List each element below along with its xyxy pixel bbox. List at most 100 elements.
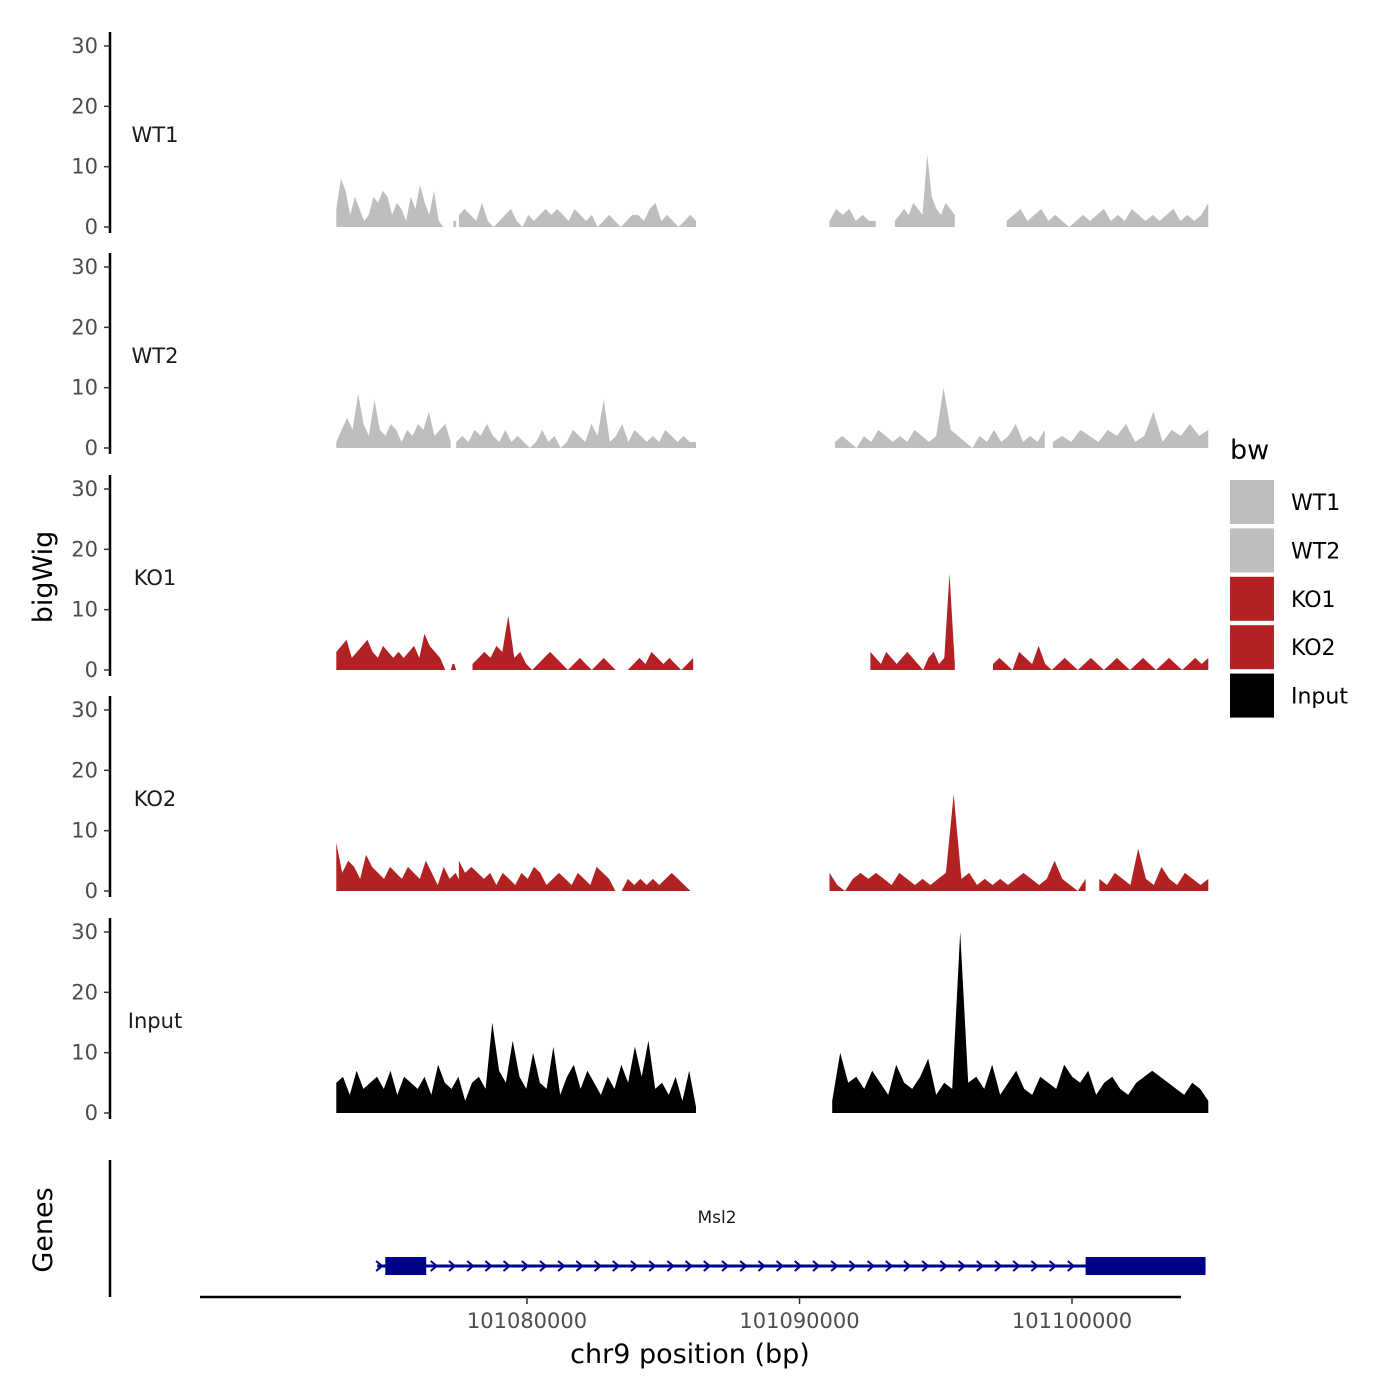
tracks-layer	[336, 154, 1209, 1113]
strand-arrow	[1067, 1260, 1076, 1272]
y-axis-title: bigWig	[28, 531, 59, 624]
strand-arrow	[976, 1260, 985, 1272]
strand-arrow	[430, 1260, 439, 1272]
y-tick-label: 10	[71, 598, 98, 622]
legend-label: KO1	[1291, 588, 1336, 613]
strand-arrow	[994, 1260, 1003, 1272]
y-tick-label: 10	[71, 155, 98, 179]
y-axes-layer: 0 10 20 30 WT1 0 10 20 30 WT2 0 10 20 30 KO1 0 10 20 30 KO2…	[71, 32, 182, 1125]
legend-key-Input	[1230, 673, 1274, 718]
coverage-area-WT1	[458, 202, 696, 227]
strand-arrow	[812, 1260, 821, 1272]
coverage-area-WT1	[453, 221, 457, 227]
coverage-area-Input	[832, 932, 1209, 1113]
legend: bw WT1 WT2 KO1 KO2 Input	[1230, 435, 1348, 718]
coverage-area-KO2	[1099, 848, 1209, 891]
y-tick-label: 20	[71, 980, 98, 1004]
coverage-area-WT1	[1006, 202, 1209, 227]
x-axis: 101080000 101090000 101100000	[200, 1295, 1181, 1333]
coverage-area-WT2	[1052, 411, 1209, 448]
coverage-area-KO2	[336, 842, 462, 891]
track-label: KO2	[134, 787, 177, 811]
strand-arrow	[921, 1260, 930, 1272]
x-tick-label: 101090000	[739, 1309, 859, 1333]
gene-exon	[385, 1257, 427, 1275]
x-axis-title: chr9 position (bp)	[570, 1339, 810, 1370]
strand-arrow	[739, 1260, 748, 1272]
strand-arrow	[684, 1260, 694, 1272]
coverage-area-KO1	[450, 664, 457, 670]
strand-arrow	[575, 1260, 584, 1272]
strand-arrow	[612, 1260, 621, 1272]
strand-arrow	[593, 1260, 603, 1272]
y-tick-label: 20	[71, 94, 98, 118]
y-tick-label: 0	[85, 1101, 98, 1125]
strand-arrow	[903, 1260, 912, 1272]
y-tick-label: 0	[85, 658, 98, 682]
gene-track: Msl2	[108, 1160, 1206, 1297]
strand-arrow	[375, 1260, 384, 1272]
coverage-area-KO1	[336, 633, 446, 670]
y-tick-label: 30	[71, 477, 98, 501]
track-label: WT2	[132, 344, 179, 368]
y-tick-label: 30	[71, 255, 98, 279]
track-label: WT1	[132, 123, 179, 147]
strand-arrow	[866, 1260, 876, 1272]
y-tick-label: 10	[71, 819, 98, 843]
legend-label: WT1	[1291, 491, 1340, 516]
coverage-area-WT1	[894, 154, 955, 227]
strand-arrow	[703, 1260, 712, 1272]
strand-arrow	[448, 1260, 457, 1272]
strand-arrow	[885, 1260, 894, 1272]
x-tick-label: 101100000	[1012, 1309, 1132, 1333]
strand-arrow	[539, 1260, 548, 1272]
track-label: KO1	[134, 566, 177, 590]
x-tick-label: 101080000	[467, 1309, 587, 1333]
coverage-area-WT2	[834, 387, 1045, 448]
legend-title: bw	[1230, 435, 1269, 466]
strand-arrow	[939, 1260, 948, 1272]
legend-label: KO2	[1291, 636, 1336, 661]
strand-arrow	[775, 1260, 785, 1272]
legend-label: WT2	[1291, 539, 1340, 564]
strand-arrow	[466, 1260, 475, 1272]
legend-key-KO2	[1230, 625, 1274, 670]
coverage-area-WT1	[829, 208, 876, 227]
strand-arrow	[848, 1260, 857, 1272]
y-tick-label: 30	[71, 34, 98, 58]
strand-arrow	[1012, 1260, 1021, 1272]
strand-arrow	[630, 1260, 639, 1272]
strand-arrow	[957, 1260, 967, 1272]
strand-arrow	[666, 1260, 675, 1272]
legend-label: Input	[1291, 685, 1348, 710]
genes-axis-title: Genes	[28, 1187, 59, 1272]
y-tick-label: 30	[71, 698, 98, 722]
coverage-area-WT2	[336, 393, 451, 448]
strand-arrow	[830, 1260, 839, 1272]
y-tick-label: 0	[85, 215, 98, 239]
coverage-area-KO2	[458, 860, 691, 891]
strand-arrow	[1030, 1260, 1039, 1272]
y-tick-label: 10	[71, 1041, 98, 1065]
gene-label: Msl2	[697, 1208, 736, 1228]
legend-key-WT2	[1230, 528, 1274, 573]
strand-arrow	[521, 1260, 530, 1272]
coverage-area-WT2	[456, 399, 696, 448]
strand-arrow	[721, 1260, 730, 1272]
strand-arrow	[1048, 1260, 1058, 1272]
y-tick-label: 0	[85, 879, 98, 903]
coverage-area-KO1	[993, 645, 1209, 670]
coverage-area-WT1	[336, 178, 448, 227]
strand-arrow	[794, 1260, 803, 1272]
coverage-area-KO1	[870, 573, 955, 670]
y-tick-label: 20	[71, 758, 98, 782]
strand-arrow	[484, 1260, 493, 1272]
coverage-area-KO1	[472, 615, 694, 670]
legend-key-KO1	[1230, 576, 1274, 621]
strand-arrow	[557, 1260, 566, 1272]
y-tick-label: 10	[71, 376, 98, 400]
track-label: Input	[128, 1009, 182, 1033]
strand-arrow	[502, 1260, 512, 1272]
strand-arrow	[648, 1260, 657, 1272]
